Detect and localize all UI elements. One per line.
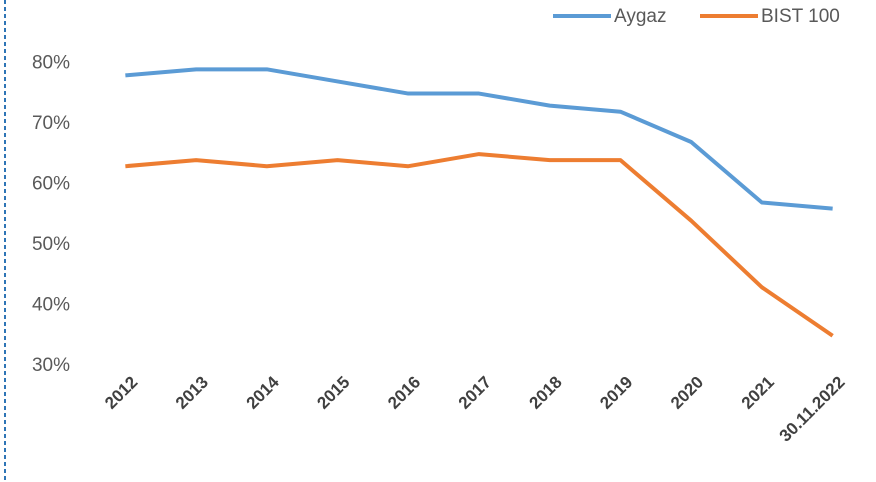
series-line <box>125 67 833 211</box>
x-tick-label: 2014 <box>243 372 284 413</box>
y-tick-label: 70% <box>32 113 70 134</box>
x-tick-label: 30.11.2022 <box>776 373 849 446</box>
x-tick-label: 2017 <box>455 373 495 413</box>
x-tick-label: 2018 <box>526 373 566 413</box>
legend-label: Aygaz <box>614 6 666 27</box>
x-tick-label: 2012 <box>101 373 141 413</box>
y-tick-label: 60% <box>32 173 70 194</box>
y-tick-label: 80% <box>32 52 70 73</box>
y-tick-label: 50% <box>32 234 70 255</box>
x-tick-label: 2013 <box>172 373 212 413</box>
x-tick-label: 2020 <box>667 373 707 413</box>
y-tick-label: 40% <box>32 294 70 315</box>
x-tick-label: 2021 <box>738 373 778 413</box>
x-tick-label: 2019 <box>596 373 636 413</box>
legend-label: BIST 100 <box>761 6 840 27</box>
x-tick-label: 2015 <box>313 373 353 413</box>
y-tick-label: 30% <box>32 355 70 376</box>
series-line <box>125 152 834 338</box>
x-tick-label: 2016 <box>384 373 424 413</box>
